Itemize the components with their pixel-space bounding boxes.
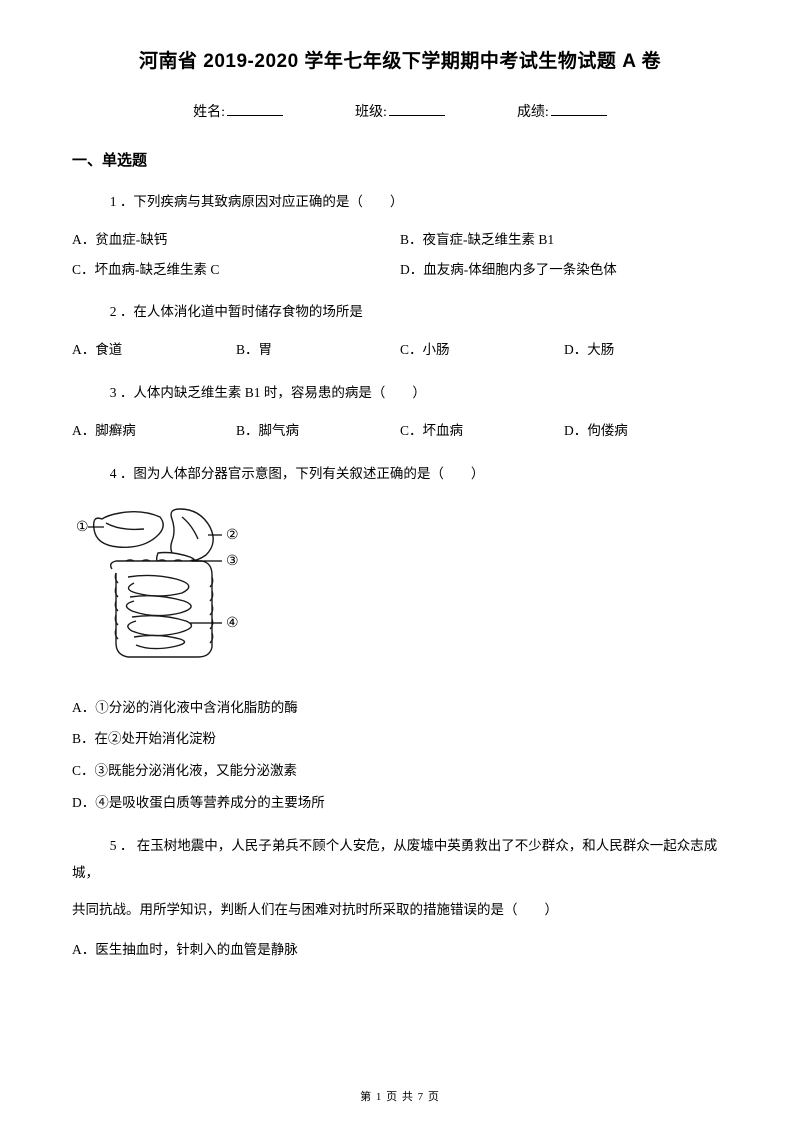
class-blank	[389, 115, 445, 116]
q4-options: A．①分泌的消化液中含消化脂肪的酶 B．在②处开始消化淀粉 C．③既能分泌消化液…	[72, 693, 728, 818]
q1-opt-c: C．坏血病-缺乏维生素 C	[72, 255, 400, 285]
page-title: 河南省 2019-2020 学年七年级下学期期中考试生物试题 A 卷	[72, 46, 728, 73]
q5-stem-line2: 共同抗战。用所学知识，判断人们在与困难对抗时所采取的措施错误的是（ ）	[72, 896, 728, 923]
name-field: 姓名:	[193, 101, 283, 121]
q4-opt-a: A．①分泌的消化液中含消化脂肪的酶	[72, 693, 728, 723]
q1-options: A．贫血症-缺钙 B．夜盲症-缺乏维生素 B1 C．坏血病-缺乏维生素 C D．…	[72, 225, 728, 284]
score-blank	[551, 115, 607, 116]
q2-opt-b: B．胃	[236, 335, 400, 365]
q1-opt-b: B．夜盲症-缺乏维生素 B1	[400, 225, 728, 255]
q3-opt-a: A．脚癣病	[72, 416, 236, 446]
q5-options: A．医生抽血时，针刺入的血管是静脉	[72, 935, 728, 965]
q1-opt-a: A．贫血症-缺钙	[72, 225, 400, 255]
organ-diagram: ① ② ③ ④	[72, 497, 272, 677]
name-blank	[227, 115, 283, 116]
q2-opt-d: D．大肠	[564, 335, 728, 365]
class-label: 班级:	[355, 101, 387, 121]
q5-opt-a: A．医生抽血时，针刺入的血管是静脉	[72, 935, 728, 965]
q1-opt-d: D．血友病-体细胞内多了一条染色体	[400, 255, 728, 285]
q5-stem-line1: 5 ． 在玉树地震中，人民子弟兵不顾个人安危，从废墟中英勇救出了不少群众，和人民…	[72, 832, 728, 886]
fig-label-3: ③	[226, 554, 239, 569]
page-footer: 第 1 页 共 7 页	[0, 1088, 800, 1104]
q4-opt-c: C．③既能分泌消化液，又能分泌激素	[72, 756, 728, 786]
q3-opt-d: D．佝偻病	[564, 416, 728, 446]
q3-stem: 3 ．人体内缺乏维生素 B1 时，容易患的病是（ ）	[72, 379, 728, 406]
student-info-row: 姓名: 班级: 成绩:	[72, 101, 728, 121]
fig-label-2: ②	[226, 528, 239, 543]
q3-opt-b: B．脚气病	[236, 416, 400, 446]
q3-options: A．脚癣病 B．脚气病 C．坏血病 D．佝偻病	[72, 416, 728, 446]
score-label: 成绩:	[517, 101, 549, 121]
q2-opt-a: A．食道	[72, 335, 236, 365]
class-field: 班级:	[355, 101, 445, 121]
score-field: 成绩:	[517, 101, 607, 121]
fig-label-4: ④	[226, 616, 239, 631]
q1-stem: 1 ．下列疾病与其致病原因对应正确的是（ ）	[72, 188, 728, 215]
q4-opt-b: B．在②处开始消化淀粉	[72, 724, 728, 754]
q2-opt-c: C．小肠	[400, 335, 564, 365]
q4-opt-d: D．④是吸收蛋白质等营养成分的主要场所	[72, 788, 728, 818]
fig-label-1: ①	[76, 520, 89, 535]
section-heading: 一、单选题	[72, 149, 728, 170]
q3-opt-c: C．坏血病	[400, 416, 564, 446]
q2-options: A．食道 B．胃 C．小肠 D．大肠	[72, 335, 728, 365]
q4-stem: 4 ．图为人体部分器官示意图，下列有关叙述正确的是（ ）	[72, 460, 728, 487]
q2-stem: 2 ．在人体消化道中暂时储存食物的场所是	[72, 298, 728, 325]
name-label: 姓名:	[193, 101, 225, 121]
